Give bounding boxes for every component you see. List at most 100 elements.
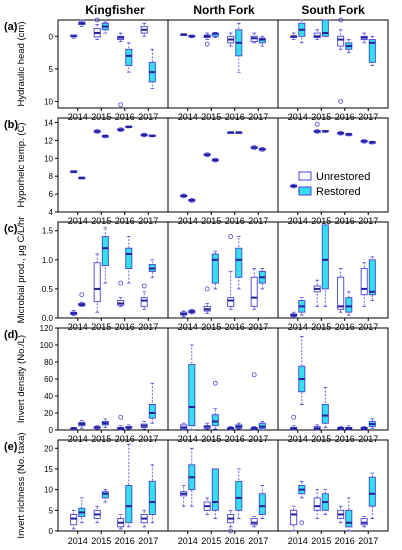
box-unrestored-2017 <box>360 426 368 431</box>
outlier-point <box>118 414 124 420</box>
box-unrestored-2014 <box>290 505 298 532</box>
box-unrestored-2014 <box>70 310 78 317</box>
x-tick-label: 2014 <box>68 536 88 546</box>
box-unrestored-2016 <box>117 280 125 307</box>
box-restored-2014 <box>188 308 196 315</box>
y-tick-label: 0 <box>49 527 54 536</box>
y-tick-label: 12 <box>44 136 53 145</box>
box-restored-2015 <box>211 468 219 519</box>
y-tick-label: 20 <box>44 409 53 418</box>
y-tick-label: 1.0 <box>42 256 54 265</box>
y-tick-label: 20 <box>44 444 53 453</box>
y-tick-label: 120 <box>40 324 54 333</box>
outlier-point <box>141 283 147 289</box>
box-restored-2015 <box>211 250 219 290</box>
y-axis-label: Invert richness (No. taxa) <box>16 432 27 538</box>
x-tick-label: 2014 <box>288 216 308 226</box>
box-restored-2015 <box>321 489 329 515</box>
box-unrestored-2017 <box>360 32 368 44</box>
panel-label: (c) <box>4 223 18 235</box>
box-restored-2015 <box>101 489 109 503</box>
x-tick-label: 2016 <box>225 112 245 122</box>
box-restored-2014 <box>298 480 306 526</box>
outlier-point <box>118 280 124 286</box>
x-tick-label: 2017 <box>248 112 268 122</box>
x-tick-label: 2014 <box>68 434 88 444</box>
box-restored-2017 <box>368 35 376 67</box>
box-restored-2017 <box>368 418 376 429</box>
x-tick-label: 2014 <box>178 536 198 546</box>
y-axis-label: Hyporheic temp. (C) <box>16 123 27 208</box>
outlier-point <box>314 121 320 127</box>
box <box>211 414 219 427</box>
x-tick-label: 2015 <box>311 536 331 546</box>
x-tick-label: 2016 <box>335 434 355 444</box>
x-tick-label: 2015 <box>91 216 111 226</box>
panel-label: (a) <box>4 21 18 33</box>
y-tick-label: 8 <box>49 172 54 181</box>
box-restored-2016 <box>345 291 353 316</box>
x-tick-label: 2017 <box>358 434 378 444</box>
panel-label: (d) <box>4 329 18 341</box>
y-tick-label: 60 <box>44 375 53 384</box>
box-unrestored-2015 <box>93 17 101 40</box>
box-unrestored-2015 <box>313 489 321 519</box>
box-restored-2014 <box>78 19 86 27</box>
x-tick-label: 2017 <box>248 434 268 444</box>
x-tick-label: 2014 <box>68 216 88 226</box>
box-restored-2016 <box>125 443 133 528</box>
box-restored-2016 <box>345 132 353 137</box>
y-tick-label: 10 <box>44 486 53 495</box>
x-tick-label: 2017 <box>358 536 378 546</box>
y-tick-label: 10 <box>44 154 53 163</box>
box <box>360 518 368 526</box>
site-title-south-fork: South Fork <box>301 3 365 17</box>
x-tick-label: 2017 <box>138 536 158 546</box>
outlier-point <box>228 528 234 534</box>
y-tick-label: 80 <box>44 358 53 367</box>
box-restored-2015 <box>211 157 219 163</box>
legend-unrestored-label: Unrestored <box>316 171 370 183</box>
x-tick-label: 2016 <box>115 536 135 546</box>
box-restored-2014 <box>298 336 306 405</box>
x-tick-label: 2015 <box>91 322 111 332</box>
x-tick-label: 2015 <box>91 434 111 444</box>
box <box>345 509 353 528</box>
x-tick-label: 2015 <box>91 536 111 546</box>
x-tick-label: 2015 <box>201 112 221 122</box>
x-tick-label: 2017 <box>248 322 268 332</box>
box-restored-2017 <box>368 256 376 301</box>
x-tick-label: 2017 <box>138 112 158 122</box>
box-unrestored-2017 <box>140 421 148 430</box>
box-unrestored-2014 <box>180 310 188 318</box>
x-tick-label: 2015 <box>91 112 111 122</box>
x-tick-label: 2017 <box>248 536 268 546</box>
box-restored-2017 <box>148 464 156 524</box>
box <box>188 364 196 427</box>
x-tick-label: 2014 <box>68 112 88 122</box>
y-axis-label: Microbial prod., μg C/L/hr <box>16 217 27 324</box>
box-restored-2015 <box>101 418 109 428</box>
box-unrestored-2016 <box>227 234 235 310</box>
outlier-point <box>251 372 257 378</box>
box-unrestored-2017 <box>360 516 368 528</box>
box-unrestored-2015 <box>93 253 101 313</box>
box-unrestored-2017 <box>360 262 368 307</box>
box-unrestored-2014 <box>290 183 298 189</box>
legend-unrestored-swatch <box>298 171 312 181</box>
panel-label: (e) <box>4 441 18 453</box>
box-restored-2014 <box>78 176 86 180</box>
box-unrestored-2015 <box>313 121 321 134</box>
box-unrestored-2016 <box>337 268 345 313</box>
x-tick-label: 2016 <box>225 536 245 546</box>
box-restored-2014 <box>78 292 86 307</box>
box-restored-2015 <box>101 134 109 139</box>
outlier-point <box>118 102 124 108</box>
x-tick-label: 2015 <box>201 536 221 546</box>
panel-d: (d)Invert density (No./L) 0 20 40 60 80 100 120… <box>4 324 389 444</box>
box-restored-2014 <box>298 297 306 316</box>
box <box>337 276 345 310</box>
box-unrestored-2014 <box>70 34 78 39</box>
box-unrestored-2017 <box>250 516 258 528</box>
